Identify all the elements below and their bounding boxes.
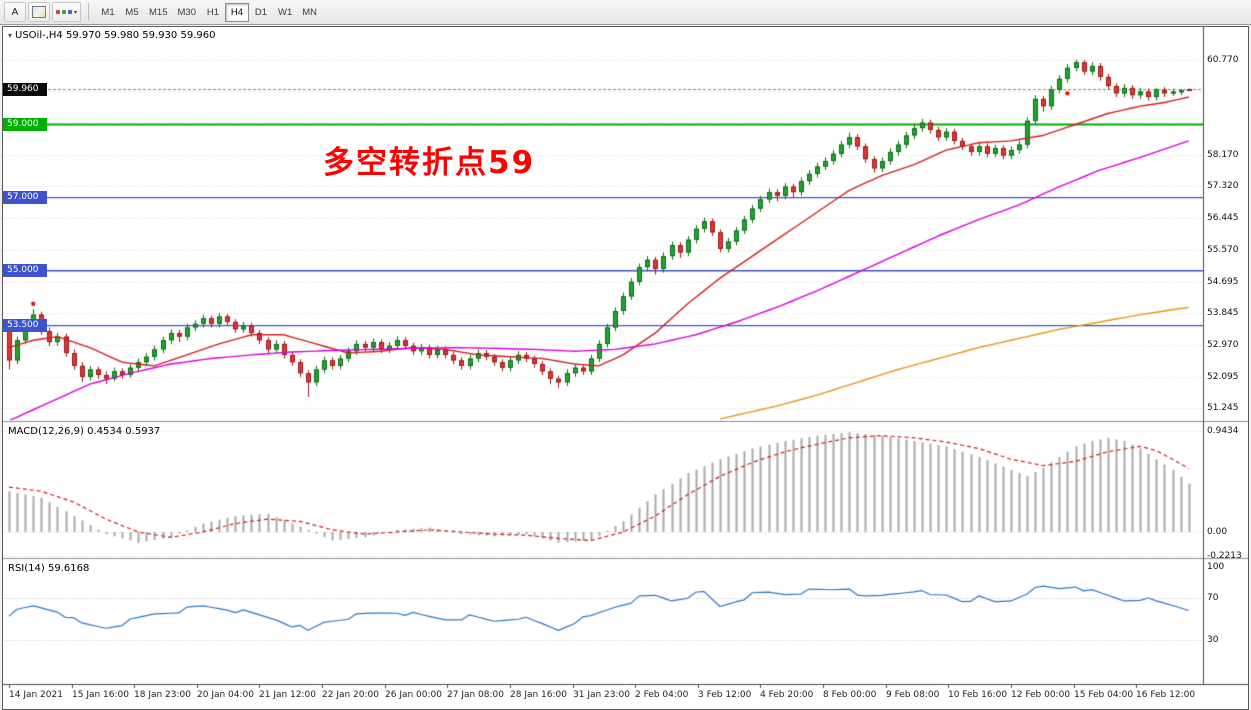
toolbar-cursor-a-button[interactable]: A	[4, 2, 26, 22]
chart-window: 60.770 58.170 57.320 56.445 55.570 54.695 53.8…	[2, 26, 1249, 710]
timeframe-button-w1[interactable]: W1	[273, 3, 297, 22]
timeframe-button-m5[interactable]: M5	[120, 3, 144, 22]
toolbar-separator	[88, 3, 90, 21]
timeframe-button-m15[interactable]: M15	[144, 3, 172, 22]
timeframe-button-h4[interactable]: H4	[224, 2, 249, 22]
timeframe-button-h1[interactable]: H1	[201, 3, 225, 22]
timeframe-button-mn[interactable]: MN	[297, 3, 322, 22]
timeframe-button-m30[interactable]: M30	[173, 3, 201, 22]
rsi-pane-title: RSI(14) 59.6168	[8, 563, 90, 574]
chart-canvas[interactable]	[3, 27, 1248, 709]
toolbar-chart-objects-button[interactable]	[28, 2, 50, 22]
toolbar-drawing-tools-button[interactable]: ▾	[52, 2, 82, 22]
macd-pane-title: MACD(12,26,9) 0.4534 0.5937	[8, 426, 161, 437]
main-pane-title-text: USOil-,H4 59.970 59.980 59.930 59.960	[15, 30, 216, 41]
toolbar-icon-group: A ▾	[4, 2, 82, 22]
collapse-arrow-icon[interactable]: ▾	[8, 31, 13, 40]
main-pane-title: ▾ USOil-,H4 59.970 59.980 59.930 59.960	[8, 30, 215, 41]
toolbar: A ▾ M1 M5 M15 M30 H1 H4 D1 W1 MN	[0, 0, 1251, 25]
chart-annotation-text: 多空转折点59	[323, 145, 536, 181]
timeframe-button-group: M1 M5 M15 M30 H1 H4 D1 W1 MN	[96, 2, 322, 22]
timeframe-button-m1[interactable]: M1	[96, 3, 120, 22]
timeframe-button-d1[interactable]: D1	[249, 3, 273, 22]
